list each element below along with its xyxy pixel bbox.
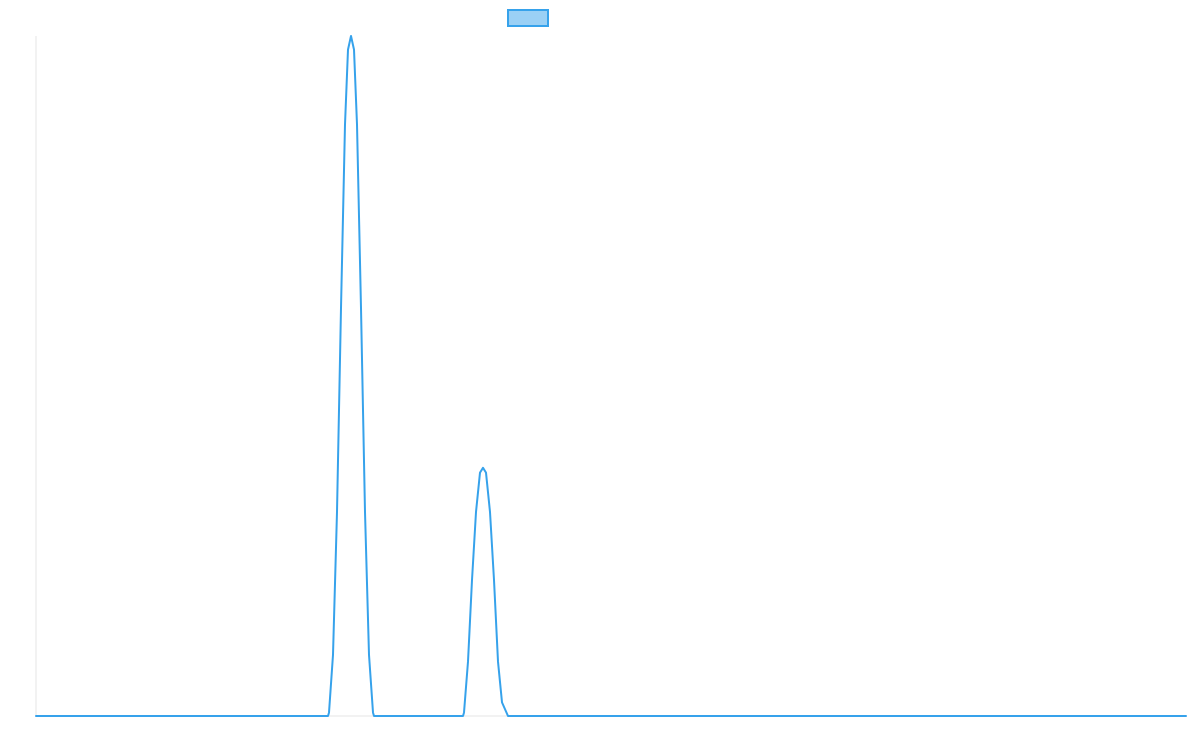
legend[interactable] (507, 9, 549, 27)
series-layer (35, 35, 1187, 717)
axes (35, 36, 1186, 717)
legend-swatch[interactable] (507, 9, 549, 27)
series-line-0 (35, 35, 1187, 717)
